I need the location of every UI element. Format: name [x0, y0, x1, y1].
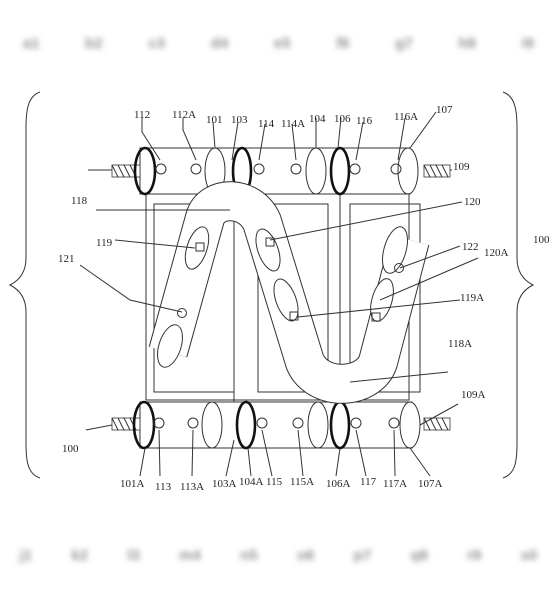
blurred-footer-text: n5: [240, 546, 258, 564]
blurred-header-text: a1: [22, 34, 40, 52]
label-119: 119: [96, 237, 113, 249]
blurred-footer-text: r9: [467, 546, 482, 564]
label-100-right: 100: [533, 234, 550, 246]
chamber-middle: [257, 203, 329, 393]
blurred-header-text: e5: [273, 34, 291, 52]
label-120: 120: [464, 196, 481, 208]
blurred-header-text: d4: [210, 34, 229, 52]
blurred-header-text: c3: [148, 34, 166, 52]
top-manifold: [88, 146, 451, 196]
label-113: 113: [155, 481, 172, 493]
label-104: 104: [309, 113, 326, 125]
label-106: 106: [334, 113, 351, 125]
label-117: 117: [360, 476, 377, 488]
blurred-header-text: i9: [521, 34, 535, 52]
blurred-footer-text: m4: [179, 546, 201, 564]
label-104a: 104A: [239, 476, 264, 488]
chamber-right: [349, 203, 421, 393]
label-115: 115: [266, 476, 283, 488]
blurred-footer-text: o6: [296, 546, 315, 564]
blurred-header: a1 b2 c3 d4 e5 f6 g7 h8 i9: [0, 8, 557, 78]
blurred-footer: j1 k2 l3 m4 n5 o6 p7 q8 r9 s0: [0, 520, 557, 590]
label-107a: 107A: [418, 478, 443, 490]
left-brace: [8, 91, 41, 479]
leader-lines: [79, 111, 479, 477]
label-121: 121: [58, 253, 75, 265]
blurred-footer-text: j1: [19, 546, 33, 564]
label-103a: 103A: [212, 478, 237, 490]
label-109: 109: [453, 161, 470, 173]
blurred-header-text: b2: [85, 34, 103, 52]
label-114a: 114A: [281, 118, 305, 130]
label-116: 116: [356, 115, 373, 127]
label-103: 103: [231, 114, 248, 126]
blurred-header-text: f6: [336, 34, 350, 52]
label-112a: 112A: [172, 109, 196, 121]
label-119a: 119A: [460, 292, 484, 304]
blurred-footer-text: p7: [353, 546, 372, 564]
label-114: 114: [258, 118, 275, 130]
label-113a: 113A: [180, 481, 204, 493]
serpentine-tube: [148, 181, 430, 404]
label-101: 101: [206, 114, 223, 126]
label-122: 122: [462, 241, 479, 253]
label-120a: 120A: [484, 247, 509, 259]
reference-labels: 112 112A 101 103 114 114A 104 106 116 11…: [58, 104, 550, 493]
label-107: 107: [436, 104, 453, 116]
right-brace: [502, 91, 535, 479]
blurred-header-text: g7: [395, 34, 413, 52]
label-115a: 115A: [290, 476, 314, 488]
label-112: 112: [134, 109, 150, 121]
blurred-footer-text: k2: [71, 546, 89, 564]
bottom-manifold: [111, 400, 451, 450]
label-100-left: 100: [62, 443, 79, 455]
blurred-footer-text: q8: [410, 546, 428, 564]
blurred-footer-text: l3: [127, 546, 140, 564]
label-117a: 117A: [383, 478, 407, 490]
label-118a: 118A: [448, 338, 472, 350]
label-116a: 116A: [394, 111, 418, 123]
label-109a: 109A: [461, 389, 486, 401]
blurred-header-text: h8: [458, 34, 476, 52]
blurred-footer-text: s0: [520, 546, 538, 564]
label-101a: 101A: [120, 478, 145, 490]
label-118: 118: [71, 195, 88, 207]
label-106a: 106A: [326, 478, 351, 490]
